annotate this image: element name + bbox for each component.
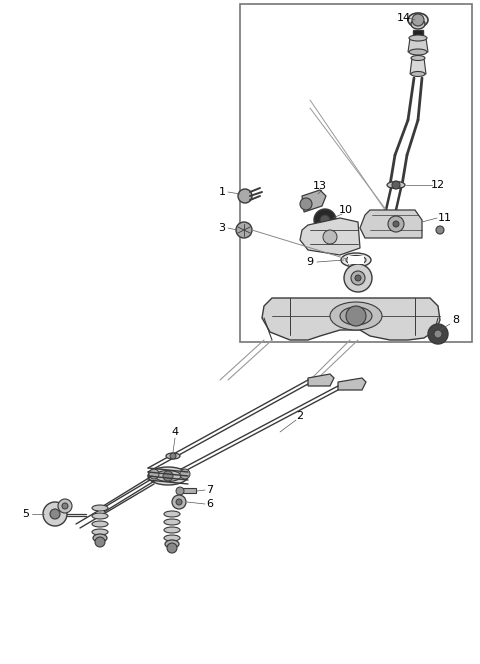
Polygon shape bbox=[302, 190, 326, 212]
Polygon shape bbox=[262, 298, 440, 340]
Text: 2: 2 bbox=[297, 411, 303, 421]
Circle shape bbox=[300, 198, 312, 210]
Ellipse shape bbox=[165, 540, 179, 548]
Circle shape bbox=[344, 264, 372, 292]
Circle shape bbox=[58, 499, 72, 513]
Circle shape bbox=[428, 324, 448, 344]
Circle shape bbox=[388, 216, 404, 232]
Polygon shape bbox=[360, 210, 422, 238]
Text: 14: 14 bbox=[397, 13, 411, 23]
Circle shape bbox=[412, 14, 424, 26]
Polygon shape bbox=[348, 256, 364, 264]
Circle shape bbox=[167, 543, 177, 553]
Circle shape bbox=[346, 306, 366, 326]
Text: 1: 1 bbox=[218, 187, 226, 197]
Circle shape bbox=[434, 330, 442, 338]
Bar bbox=[413, 30, 423, 38]
Ellipse shape bbox=[340, 307, 372, 325]
Ellipse shape bbox=[93, 534, 107, 542]
Text: 10: 10 bbox=[339, 205, 353, 215]
Circle shape bbox=[393, 221, 399, 227]
Text: 7: 7 bbox=[206, 485, 214, 495]
Ellipse shape bbox=[92, 505, 108, 511]
Polygon shape bbox=[308, 374, 334, 386]
Polygon shape bbox=[410, 58, 426, 74]
Text: 12: 12 bbox=[431, 180, 445, 190]
Circle shape bbox=[355, 275, 361, 281]
Bar bbox=[240, 4, 472, 342]
Circle shape bbox=[50, 509, 60, 519]
Text: 4: 4 bbox=[171, 427, 179, 437]
Circle shape bbox=[62, 503, 68, 509]
Circle shape bbox=[170, 453, 176, 459]
Circle shape bbox=[436, 226, 444, 234]
Polygon shape bbox=[408, 38, 428, 52]
Ellipse shape bbox=[411, 72, 425, 76]
Circle shape bbox=[176, 487, 184, 495]
Ellipse shape bbox=[409, 35, 427, 41]
Ellipse shape bbox=[92, 529, 108, 535]
Ellipse shape bbox=[387, 181, 405, 189]
Circle shape bbox=[392, 181, 400, 189]
Circle shape bbox=[323, 230, 337, 244]
Ellipse shape bbox=[155, 471, 181, 481]
Circle shape bbox=[180, 469, 190, 479]
Ellipse shape bbox=[411, 56, 425, 60]
Text: 6: 6 bbox=[206, 499, 214, 509]
Text: 13: 13 bbox=[313, 181, 327, 191]
Ellipse shape bbox=[92, 513, 108, 519]
Text: 8: 8 bbox=[453, 315, 459, 325]
Circle shape bbox=[351, 271, 365, 285]
Circle shape bbox=[238, 189, 252, 203]
Circle shape bbox=[320, 215, 330, 225]
Ellipse shape bbox=[92, 521, 108, 527]
Ellipse shape bbox=[411, 19, 425, 29]
Ellipse shape bbox=[341, 253, 371, 267]
Text: 3: 3 bbox=[218, 223, 226, 233]
Circle shape bbox=[95, 537, 105, 547]
Ellipse shape bbox=[164, 527, 180, 533]
Ellipse shape bbox=[148, 467, 188, 485]
Ellipse shape bbox=[164, 535, 180, 541]
Ellipse shape bbox=[166, 453, 180, 459]
Ellipse shape bbox=[164, 511, 180, 517]
Ellipse shape bbox=[164, 519, 180, 525]
Text: 9: 9 bbox=[306, 257, 313, 267]
Ellipse shape bbox=[346, 256, 366, 264]
Ellipse shape bbox=[409, 49, 427, 55]
Ellipse shape bbox=[330, 302, 382, 330]
Circle shape bbox=[172, 495, 186, 509]
Text: 11: 11 bbox=[438, 213, 452, 223]
Circle shape bbox=[43, 502, 67, 526]
Polygon shape bbox=[300, 218, 360, 255]
Ellipse shape bbox=[408, 13, 428, 27]
Bar bbox=[178, 488, 196, 493]
Circle shape bbox=[314, 209, 336, 231]
Circle shape bbox=[236, 222, 252, 238]
Circle shape bbox=[176, 499, 182, 505]
Circle shape bbox=[163, 471, 173, 481]
Text: 5: 5 bbox=[23, 509, 29, 519]
Circle shape bbox=[149, 469, 159, 479]
Polygon shape bbox=[338, 378, 366, 390]
